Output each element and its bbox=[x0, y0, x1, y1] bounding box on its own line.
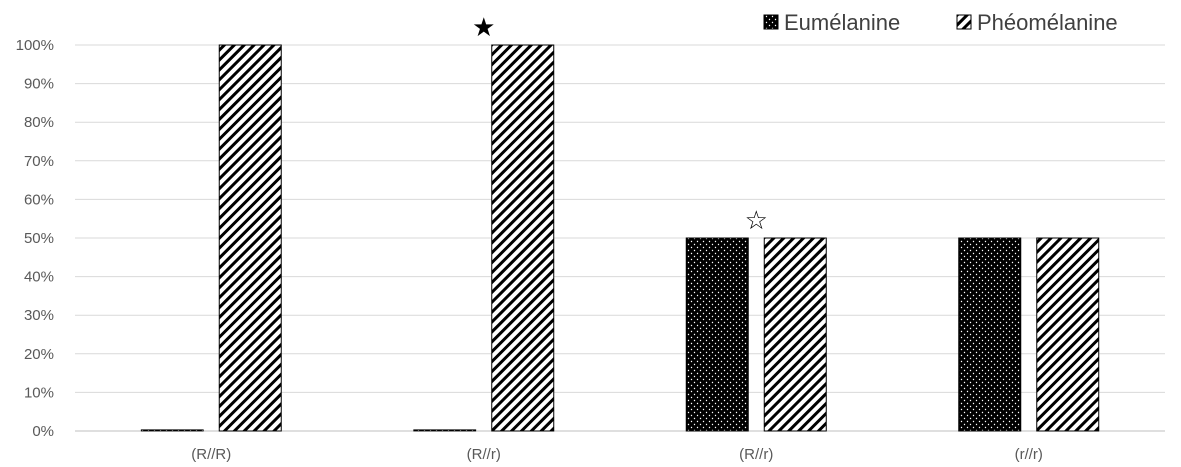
y-tick-label: 80% bbox=[24, 114, 54, 131]
pheomelanine-bar bbox=[218, 44, 282, 432]
y-tick-label: 90% bbox=[24, 76, 54, 93]
outline-star-annotation: ☆ bbox=[745, 206, 768, 236]
y-tick-label: 40% bbox=[24, 269, 54, 286]
legend-label: Phéomélanine bbox=[977, 10, 1118, 35]
legend-label: Eumélanine bbox=[784, 10, 900, 35]
x-tick-label: (R//r) bbox=[739, 446, 773, 463]
y-tick-label: 70% bbox=[24, 153, 54, 170]
eumelanine-bar bbox=[413, 429, 477, 432]
annotations: ★☆ bbox=[472, 13, 768, 236]
eumelanine-bar bbox=[958, 237, 1022, 432]
pheomelanine-bar bbox=[1036, 237, 1100, 432]
y-axis-ticks: 0% 10% 20% 30% 40% 50% 60% 70% 80% 90% 100% bbox=[16, 37, 54, 440]
eumelanine-bar bbox=[685, 237, 749, 432]
legend: Eumélanine Phéomélanine bbox=[763, 10, 1118, 35]
bars bbox=[140, 44, 1100, 432]
y-tick-label: 50% bbox=[24, 230, 54, 247]
legend-swatch bbox=[763, 14, 779, 30]
pheomelanine-bar bbox=[491, 44, 555, 432]
y-tick-label: 30% bbox=[24, 307, 54, 324]
x-tick-label: (R//R) bbox=[191, 446, 231, 463]
x-tick-label: (r//r) bbox=[1015, 446, 1043, 463]
y-tick-label: 100% bbox=[16, 37, 54, 54]
filled-star-annotation: ★ bbox=[472, 13, 495, 43]
legend-swatch bbox=[956, 14, 972, 30]
y-tick-label: 10% bbox=[24, 384, 54, 401]
y-tick-label: 60% bbox=[24, 191, 54, 208]
y-tick-label: 0% bbox=[32, 423, 54, 440]
x-tick-label: (R//r) bbox=[467, 446, 501, 463]
pheomelanine-bar bbox=[763, 237, 827, 432]
y-tick-label: 20% bbox=[24, 346, 54, 363]
eumelanine-bar bbox=[140, 429, 204, 432]
x-axis-ticks: (R//R) (R//r) (R//r) (r//r) bbox=[191, 446, 1043, 463]
